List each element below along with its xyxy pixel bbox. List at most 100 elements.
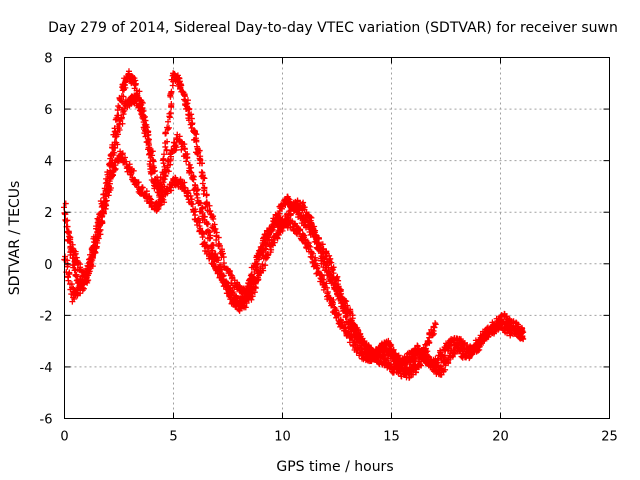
data-point bbox=[107, 184, 114, 191]
data-point bbox=[203, 191, 210, 198]
data-point bbox=[327, 271, 334, 278]
data-point bbox=[152, 167, 159, 174]
data-point bbox=[255, 277, 262, 284]
data-point bbox=[199, 160, 206, 167]
x-tick-label: 5 bbox=[169, 430, 177, 445]
data-point bbox=[182, 184, 189, 191]
data-point bbox=[193, 143, 200, 150]
data-point bbox=[271, 239, 278, 246]
data-point bbox=[189, 175, 196, 182]
data-point bbox=[313, 239, 320, 246]
data-point bbox=[155, 180, 162, 187]
data-point bbox=[256, 270, 263, 277]
data-point bbox=[71, 295, 78, 302]
data-point bbox=[121, 81, 128, 88]
data-point bbox=[514, 321, 521, 328]
data-point bbox=[438, 371, 445, 378]
data-point bbox=[333, 287, 340, 294]
data-point bbox=[347, 321, 354, 328]
data-point bbox=[191, 130, 198, 137]
data-point bbox=[112, 165, 119, 172]
data-point bbox=[172, 142, 179, 149]
data-point bbox=[194, 186, 201, 193]
data-point bbox=[130, 167, 137, 174]
data-point bbox=[140, 107, 147, 114]
data-point bbox=[165, 118, 172, 125]
data-point bbox=[248, 296, 255, 303]
data-point bbox=[119, 120, 126, 127]
data-point bbox=[251, 268, 258, 275]
data-point bbox=[66, 269, 73, 276]
data-point bbox=[160, 156, 167, 163]
data-points bbox=[61, 68, 527, 381]
y-tick-label: 4 bbox=[44, 155, 52, 170]
data-point bbox=[219, 273, 226, 280]
data-point bbox=[77, 290, 84, 297]
data-point bbox=[181, 179, 188, 186]
data-point bbox=[265, 232, 272, 239]
data-point bbox=[216, 241, 223, 248]
data-point bbox=[199, 210, 206, 217]
data-point bbox=[150, 163, 157, 170]
data-point bbox=[176, 78, 183, 85]
data-point bbox=[519, 327, 526, 334]
data-point bbox=[388, 346, 395, 353]
x-tick-label: 0 bbox=[60, 430, 68, 445]
data-point bbox=[184, 190, 191, 197]
data-point bbox=[98, 218, 105, 225]
data-point bbox=[132, 82, 139, 89]
data-point bbox=[500, 319, 507, 326]
data-point bbox=[112, 144, 119, 151]
y-tick-label: 6 bbox=[44, 103, 52, 118]
data-point bbox=[262, 262, 269, 269]
data-point bbox=[310, 250, 317, 257]
data-point bbox=[321, 258, 328, 265]
data-point bbox=[206, 208, 213, 215]
data-point bbox=[326, 270, 333, 277]
data-point bbox=[315, 246, 322, 253]
data-point bbox=[139, 184, 146, 191]
data-point bbox=[132, 96, 139, 103]
data-point bbox=[181, 96, 188, 103]
data-point bbox=[308, 219, 315, 226]
data-point bbox=[88, 261, 95, 268]
y-tick-label: -2 bbox=[40, 309, 53, 324]
data-point bbox=[210, 215, 217, 222]
data-point bbox=[197, 200, 204, 207]
data-point bbox=[193, 191, 200, 198]
data-point bbox=[361, 338, 368, 345]
data-point bbox=[313, 262, 320, 269]
data-point bbox=[229, 288, 236, 295]
data-point bbox=[141, 113, 148, 120]
data-point bbox=[72, 272, 79, 279]
data-point bbox=[305, 212, 312, 219]
data-point bbox=[117, 97, 124, 104]
data-point bbox=[65, 277, 72, 284]
data-point bbox=[252, 284, 259, 291]
data-point bbox=[310, 225, 317, 232]
data-point bbox=[487, 328, 494, 335]
x-axis-label: GPS time / hours bbox=[276, 459, 393, 475]
data-point bbox=[115, 112, 122, 119]
x-tick-label: 10 bbox=[274, 430, 291, 445]
data-point bbox=[120, 109, 127, 116]
data-point bbox=[154, 174, 161, 181]
data-point bbox=[149, 156, 156, 163]
data-point bbox=[409, 353, 416, 360]
data-point bbox=[106, 180, 113, 187]
data-point bbox=[168, 89, 175, 96]
data-point bbox=[414, 342, 421, 349]
data-point bbox=[206, 235, 213, 242]
data-point bbox=[476, 346, 483, 353]
data-point bbox=[168, 187, 175, 194]
data-point bbox=[318, 276, 325, 283]
data-point bbox=[103, 197, 110, 204]
data-point bbox=[220, 254, 227, 261]
data-point bbox=[265, 252, 272, 259]
data-point bbox=[184, 97, 191, 104]
data-point bbox=[199, 234, 206, 241]
data-point bbox=[199, 180, 206, 187]
data-point bbox=[62, 218, 69, 225]
data-point bbox=[166, 114, 173, 121]
data-point bbox=[248, 271, 255, 278]
